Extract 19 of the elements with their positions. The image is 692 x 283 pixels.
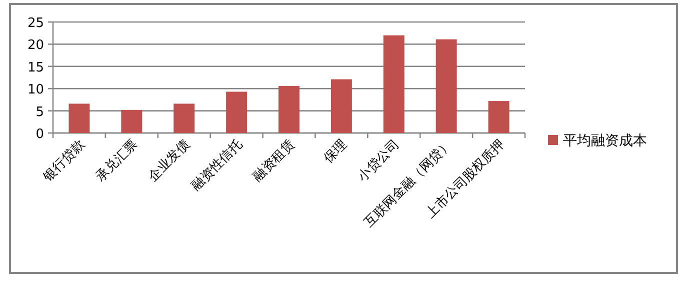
bar bbox=[226, 92, 248, 133]
x-tick-label: 融资性信托 bbox=[188, 137, 246, 194]
bar bbox=[436, 39, 457, 133]
bar bbox=[121, 110, 142, 133]
y-tick-label: 20 bbox=[27, 38, 44, 54]
legend-label: 平均融资成本 bbox=[563, 133, 647, 149]
x-tick-label: 保理 bbox=[321, 137, 350, 166]
bar bbox=[68, 104, 90, 133]
bar bbox=[174, 104, 195, 133]
y-tick-label: 25 bbox=[27, 16, 44, 31]
bar bbox=[278, 86, 300, 133]
y-tick-label: 10 bbox=[27, 82, 44, 98]
y-tick-label: 15 bbox=[27, 60, 44, 76]
x-tick-label: 融资租赁 bbox=[250, 137, 298, 185]
bar bbox=[330, 79, 352, 133]
x-tick-label: 承兑汇票 bbox=[93, 137, 140, 185]
y-tick-label: 5 bbox=[36, 104, 44, 120]
bar bbox=[488, 101, 510, 133]
bar bbox=[383, 35, 404, 133]
